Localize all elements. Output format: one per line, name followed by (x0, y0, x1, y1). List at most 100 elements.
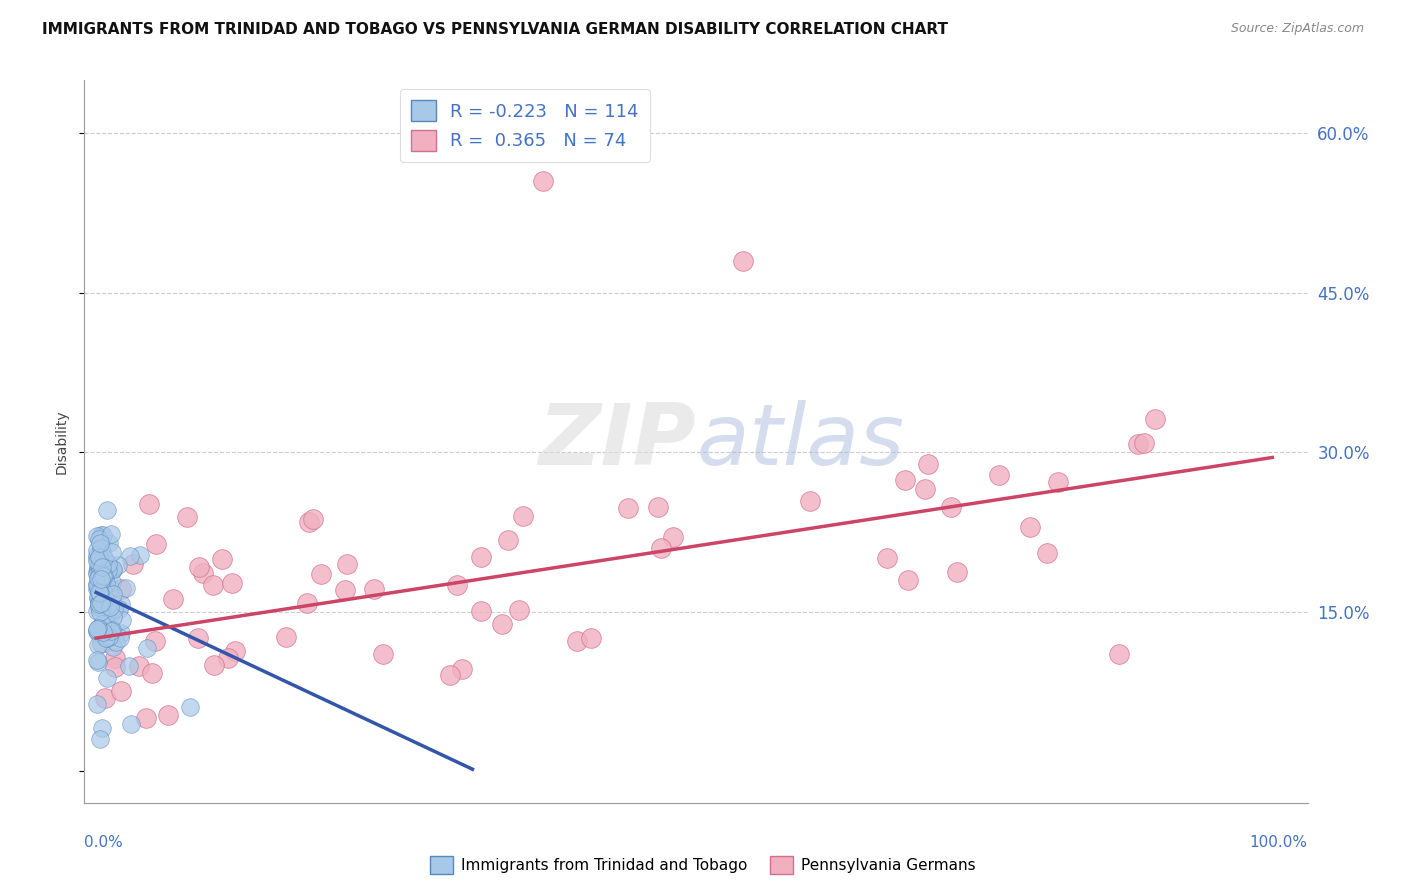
Point (217, 650, 239, 665)
Point (97, 558, 120, 572)
Point (86, 551, 108, 566)
Point (97, 631, 120, 645)
Point (897, 573, 920, 587)
Point (122, 557, 145, 571)
Point (945, 565, 967, 579)
Point (87, 655, 110, 669)
Point (103, 651, 125, 665)
Point (439, 667, 461, 681)
Point (187, 632, 209, 646)
Point (101, 587, 124, 601)
Point (103, 601, 125, 615)
Point (98, 606, 121, 620)
Point (90, 572, 112, 586)
Point (89, 536, 111, 550)
Point (101, 561, 124, 575)
Point (496, 533, 519, 548)
Point (89, 591, 111, 606)
Point (87, 638, 110, 652)
Point (191, 566, 214, 580)
Point (86, 554, 108, 568)
Point (110, 597, 132, 611)
Point (799, 493, 821, 508)
Point (988, 467, 1011, 482)
Text: Source: ZipAtlas.com: Source: ZipAtlas.com (1230, 22, 1364, 36)
Point (91, 597, 114, 611)
Point (90, 541, 112, 556)
Point (94, 691, 117, 706)
Point (93, 571, 115, 585)
Point (93, 569, 115, 583)
Point (96, 556, 118, 570)
Point (179, 700, 201, 714)
Point (90, 528, 112, 542)
Point (662, 530, 685, 544)
Point (86, 542, 108, 557)
Point (103, 640, 125, 654)
Point (91, 569, 114, 583)
Point (111, 613, 134, 627)
Point (97, 563, 120, 577)
Point (93, 602, 115, 616)
Point (89, 732, 111, 747)
Point (91, 634, 114, 648)
Point (86, 653, 108, 667)
Point (93, 552, 115, 566)
Point (87, 568, 110, 582)
Point (87, 549, 110, 564)
Point (470, 604, 492, 618)
Point (446, 578, 468, 592)
Point (86, 566, 108, 581)
Point (98, 630, 121, 644)
Point (1036, 546, 1059, 560)
Point (1047, 475, 1070, 489)
Point (202, 657, 225, 672)
Point (104, 660, 127, 674)
Point (274, 630, 297, 644)
Point (87, 532, 110, 546)
Point (311, 566, 333, 581)
Point (94, 595, 117, 609)
Point (87, 596, 110, 610)
Text: IMMIGRANTS FROM TRINIDAD AND TOBAGO VS PENNSYLVANIA GERMAN DISABILITY CORRELATIO: IMMIGRANTS FROM TRINIDAD AND TOBAGO VS P… (42, 22, 948, 37)
Point (91, 560, 114, 574)
Point (100, 527, 122, 541)
Point (914, 483, 936, 497)
Point (101, 563, 124, 577)
Point (93, 616, 115, 631)
Point (98, 536, 121, 550)
Text: 100.0%: 100.0% (1250, 835, 1308, 850)
Point (100, 624, 122, 639)
Point (90, 596, 112, 610)
Point (297, 596, 319, 610)
Point (89, 559, 111, 574)
Point (567, 634, 589, 648)
Point (90, 636, 112, 650)
Point (138, 497, 160, 511)
Point (86, 528, 108, 542)
Point (188, 559, 211, 574)
Point (89, 554, 111, 568)
Point (91, 621, 114, 635)
Point (647, 500, 669, 514)
Point (508, 603, 530, 617)
Point (86, 590, 108, 604)
Point (1132, 436, 1154, 450)
Point (94, 575, 117, 590)
Point (141, 666, 163, 681)
Point (91, 583, 114, 598)
Point (110, 626, 132, 640)
Point (87, 585, 110, 599)
Point (451, 662, 474, 676)
Text: ZIP: ZIP (538, 400, 696, 483)
Point (894, 473, 917, 487)
Point (98, 599, 121, 614)
Point (86, 624, 108, 638)
Point (129, 549, 152, 563)
Point (115, 581, 138, 595)
Point (211, 551, 233, 566)
Point (491, 616, 513, 631)
Point (93, 599, 115, 613)
Point (731, 254, 754, 268)
Point (221, 576, 243, 591)
